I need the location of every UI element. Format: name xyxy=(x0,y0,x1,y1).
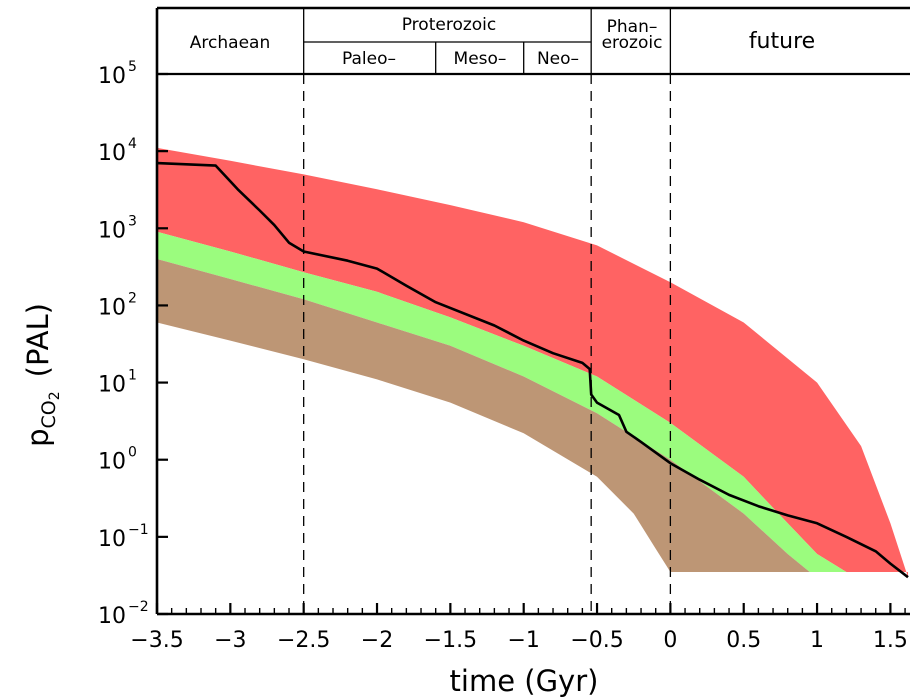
era-archaean: Archaean xyxy=(190,33,270,53)
y-tick-exponent: 4 xyxy=(128,136,137,152)
x-tick-label: 1 xyxy=(810,628,824,653)
y-tick-label: 10 xyxy=(98,450,126,475)
era-proterozoic: Proterozoic xyxy=(402,15,497,35)
y-axis-unit: (PAL) xyxy=(21,303,55,377)
x-tick-label: −2.5 xyxy=(277,628,330,653)
era-neo: Neo– xyxy=(537,49,579,69)
x-tick-label: −2 xyxy=(361,628,393,653)
bands-layer xyxy=(157,147,908,578)
era-meso: Meso– xyxy=(454,49,507,69)
band-upper xyxy=(157,147,908,578)
era-phanerozoic-2: erozoic xyxy=(602,33,663,53)
plot-frame xyxy=(155,6,910,616)
x-tick-label: 0.5 xyxy=(726,628,761,653)
band-middle xyxy=(157,231,864,573)
x-tick-label: −0.5 xyxy=(570,628,623,653)
era-paleo: Paleo– xyxy=(342,49,396,69)
y-tick-exponent: −1 xyxy=(128,522,149,538)
y-tick-exponent: −2 xyxy=(128,599,149,615)
curve-layer xyxy=(156,161,909,579)
y-tick-label: 10 xyxy=(98,141,126,166)
era-phanerozoic-1: Phan– xyxy=(607,17,658,37)
x-tick-label: −3.5 xyxy=(130,628,183,653)
y-axis-base: p xyxy=(21,429,55,447)
x-tick-label: −1.5 xyxy=(424,628,477,653)
y-tick-exponent: 5 xyxy=(128,59,137,75)
band-lower xyxy=(157,259,825,572)
y-tick-label: 10 xyxy=(98,218,126,243)
era-future: future xyxy=(749,29,815,54)
y-axis-subsub: 2 xyxy=(47,391,63,400)
svg-text:pCO2(PAL): pCO2 (PAL) xyxy=(21,303,63,447)
y-tick-label: 10 xyxy=(98,64,126,89)
y-tick-label: 10 xyxy=(98,295,126,320)
y-tick-label: 10 xyxy=(98,604,126,629)
ticks-layer: −3.5 −3 −2.5 −2 −1.5 −1 −0.5 0 0.5 1 1.510 510 410 31… xyxy=(98,59,908,653)
x-tick-label: 1.5 xyxy=(873,628,908,653)
y-tick-label: 10 xyxy=(98,373,126,398)
y-axis-sub: CO xyxy=(38,400,60,428)
x-tick-label: −3 xyxy=(214,628,246,653)
x-axis-title: time (Gyr) xyxy=(450,664,599,697)
y-axis-title: pCO2 (PAL) xyxy=(21,303,63,447)
estimate-curve xyxy=(156,161,909,579)
x-tick-label: 0 xyxy=(663,628,677,653)
y-tick-exponent: 3 xyxy=(128,213,137,229)
era-header: Archaean Proterozoic Paleo– Meso– Neo– P… xyxy=(190,15,815,69)
y-tick-exponent: 2 xyxy=(128,290,137,306)
y-tick-label: 10 xyxy=(98,527,126,552)
x-tick-label: −1 xyxy=(507,628,539,653)
y-tick-exponent: 1 xyxy=(128,368,137,384)
y-tick-exponent: 0 xyxy=(128,445,137,461)
